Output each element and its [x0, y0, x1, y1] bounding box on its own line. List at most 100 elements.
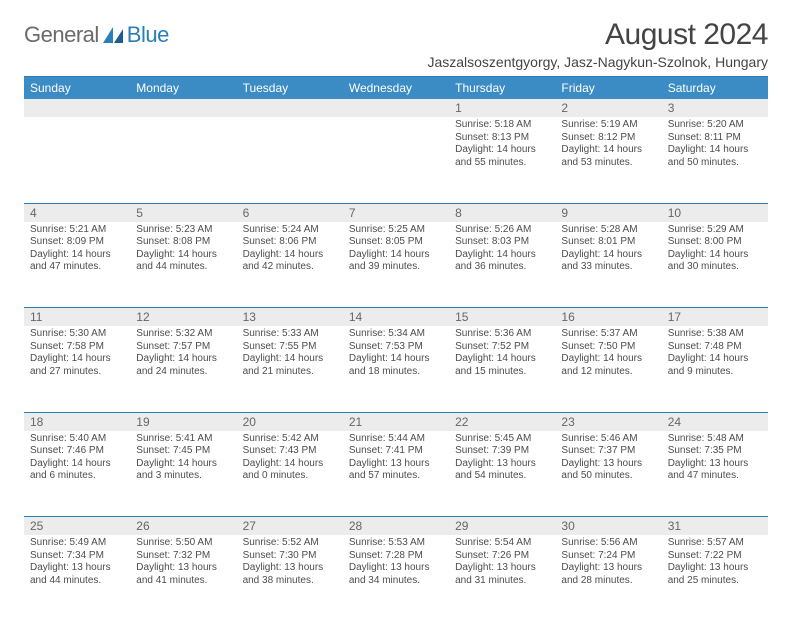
day-number-cell: 16	[555, 308, 661, 327]
weekday-header: Wednesday	[343, 77, 449, 100]
sunset-text: Sunset: 8:06 PM	[243, 236, 337, 249]
daylight-text: and 44 minutes.	[136, 261, 230, 274]
daylight-text: and 53 minutes.	[561, 157, 655, 170]
sunset-text: Sunset: 8:12 PM	[561, 132, 655, 145]
daylight-text: Daylight: 13 hours	[561, 562, 655, 575]
daylight-text: and 15 minutes.	[455, 366, 549, 379]
day-number-cell: 9	[555, 203, 661, 222]
day-number-cell: 14	[343, 308, 449, 327]
daylight-text: Daylight: 14 hours	[30, 458, 124, 471]
day-cell: Sunrise: 5:32 AMSunset: 7:57 PMDaylight:…	[130, 326, 236, 412]
daylight-text: and 55 minutes.	[455, 157, 549, 170]
day-number-cell: 27	[237, 517, 343, 536]
day-cell-content: Sunrise: 5:29 AMSunset: 8:00 PMDaylight:…	[662, 222, 768, 278]
sunset-text: Sunset: 7:55 PM	[243, 341, 337, 354]
day-cell	[237, 117, 343, 203]
day-number-cell: 15	[449, 308, 555, 327]
daylight-text: and 27 minutes.	[30, 366, 124, 379]
day-cell: Sunrise: 5:40 AMSunset: 7:46 PMDaylight:…	[24, 431, 130, 517]
daylight-text: Daylight: 14 hours	[349, 249, 443, 262]
sunrise-text: Sunrise: 5:53 AM	[349, 537, 443, 550]
sunrise-text: Sunrise: 5:26 AM	[455, 224, 549, 237]
daylight-text: Daylight: 14 hours	[30, 249, 124, 262]
sunset-text: Sunset: 7:52 PM	[455, 341, 549, 354]
calendar-page: General Blue August 2024 Jaszalsoszentgy…	[0, 0, 792, 633]
day-cell-content: Sunrise: 5:49 AMSunset: 7:34 PMDaylight:…	[24, 535, 130, 591]
daylight-text: and 36 minutes.	[455, 261, 549, 274]
day-number-cell: 17	[662, 308, 768, 327]
day-number-cell: 2	[555, 99, 661, 117]
day-number-cell: 11	[24, 308, 130, 327]
daylight-text: Daylight: 14 hours	[668, 353, 762, 366]
day-number-cell: 24	[662, 412, 768, 431]
day-cell: Sunrise: 5:21 AMSunset: 8:09 PMDaylight:…	[24, 222, 130, 308]
daylight-text: Daylight: 13 hours	[668, 458, 762, 471]
daynum-row: 11121314151617	[24, 308, 768, 327]
day-number-cell	[343, 99, 449, 117]
logo-text-general: General	[24, 22, 99, 48]
sunset-text: Sunset: 8:08 PM	[136, 236, 230, 249]
sunrise-text: Sunrise: 5:38 AM	[668, 328, 762, 341]
sunset-text: Sunset: 7:48 PM	[668, 341, 762, 354]
daylight-text: and 0 minutes.	[243, 470, 337, 483]
daylight-text: and 25 minutes.	[668, 575, 762, 588]
daylight-text: Daylight: 13 hours	[455, 458, 549, 471]
sunrise-text: Sunrise: 5:21 AM	[30, 224, 124, 237]
daylight-text: Daylight: 14 hours	[349, 353, 443, 366]
daylight-text: Daylight: 13 hours	[561, 458, 655, 471]
day-cell: Sunrise: 5:54 AMSunset: 7:26 PMDaylight:…	[449, 535, 555, 621]
sunrise-text: Sunrise: 5:49 AM	[30, 537, 124, 550]
day-cell: Sunrise: 5:57 AMSunset: 7:22 PMDaylight:…	[662, 535, 768, 621]
day-cell-content: Sunrise: 5:45 AMSunset: 7:39 PMDaylight:…	[449, 431, 555, 487]
sunset-text: Sunset: 7:37 PM	[561, 445, 655, 458]
daylight-text: and 47 minutes.	[668, 470, 762, 483]
day-number-cell: 3	[662, 99, 768, 117]
day-cell: Sunrise: 5:24 AMSunset: 8:06 PMDaylight:…	[237, 222, 343, 308]
day-number-cell	[237, 99, 343, 117]
day-number-cell: 25	[24, 517, 130, 536]
day-cell: Sunrise: 5:29 AMSunset: 8:00 PMDaylight:…	[662, 222, 768, 308]
day-number-cell: 29	[449, 517, 555, 536]
day-cell-content: Sunrise: 5:23 AMSunset: 8:08 PMDaylight:…	[130, 222, 236, 278]
sunset-text: Sunset: 7:57 PM	[136, 341, 230, 354]
logo: General Blue	[24, 18, 169, 48]
day-cell	[343, 117, 449, 203]
day-cell: Sunrise: 5:30 AMSunset: 7:58 PMDaylight:…	[24, 326, 130, 412]
sunset-text: Sunset: 8:09 PM	[30, 236, 124, 249]
sunrise-text: Sunrise: 5:36 AM	[455, 328, 549, 341]
daylight-text: Daylight: 13 hours	[349, 458, 443, 471]
day-number-cell: 18	[24, 412, 130, 431]
sunset-text: Sunset: 7:35 PM	[668, 445, 762, 458]
day-cell-content: Sunrise: 5:25 AMSunset: 8:05 PMDaylight:…	[343, 222, 449, 278]
day-cell-content: Sunrise: 5:52 AMSunset: 7:30 PMDaylight:…	[237, 535, 343, 591]
day-number-cell: 21	[343, 412, 449, 431]
daylight-text: and 6 minutes.	[30, 470, 124, 483]
daylight-text: Daylight: 14 hours	[136, 458, 230, 471]
daylight-text: and 12 minutes.	[561, 366, 655, 379]
day-cell: Sunrise: 5:41 AMSunset: 7:45 PMDaylight:…	[130, 431, 236, 517]
day-cell: Sunrise: 5:28 AMSunset: 8:01 PMDaylight:…	[555, 222, 661, 308]
day-cell: Sunrise: 5:56 AMSunset: 7:24 PMDaylight:…	[555, 535, 661, 621]
daylight-text: Daylight: 14 hours	[136, 353, 230, 366]
sunset-text: Sunset: 7:28 PM	[349, 550, 443, 563]
sunset-text: Sunset: 8:13 PM	[455, 132, 549, 145]
day-cell: Sunrise: 5:18 AMSunset: 8:13 PMDaylight:…	[449, 117, 555, 203]
daylight-text: and 33 minutes.	[561, 261, 655, 274]
day-cell: Sunrise: 5:50 AMSunset: 7:32 PMDaylight:…	[130, 535, 236, 621]
day-number-cell	[130, 99, 236, 117]
sunset-text: Sunset: 8:05 PM	[349, 236, 443, 249]
day-cell	[24, 117, 130, 203]
daylight-text: Daylight: 14 hours	[243, 353, 337, 366]
sunrise-text: Sunrise: 5:42 AM	[243, 433, 337, 446]
day-cell: Sunrise: 5:42 AMSunset: 7:43 PMDaylight:…	[237, 431, 343, 517]
sunrise-text: Sunrise: 5:23 AM	[136, 224, 230, 237]
calendar-body: 123Sunrise: 5:18 AMSunset: 8:13 PMDaylig…	[24, 99, 768, 621]
sunset-text: Sunset: 7:22 PM	[668, 550, 762, 563]
daylight-text: Daylight: 13 hours	[243, 562, 337, 575]
sunrise-text: Sunrise: 5:54 AM	[455, 537, 549, 550]
sunrise-text: Sunrise: 5:32 AM	[136, 328, 230, 341]
sunset-text: Sunset: 7:43 PM	[243, 445, 337, 458]
day-cell-content: Sunrise: 5:21 AMSunset: 8:09 PMDaylight:…	[24, 222, 130, 278]
daylight-text: and 44 minutes.	[30, 575, 124, 588]
daylight-text: and 21 minutes.	[243, 366, 337, 379]
